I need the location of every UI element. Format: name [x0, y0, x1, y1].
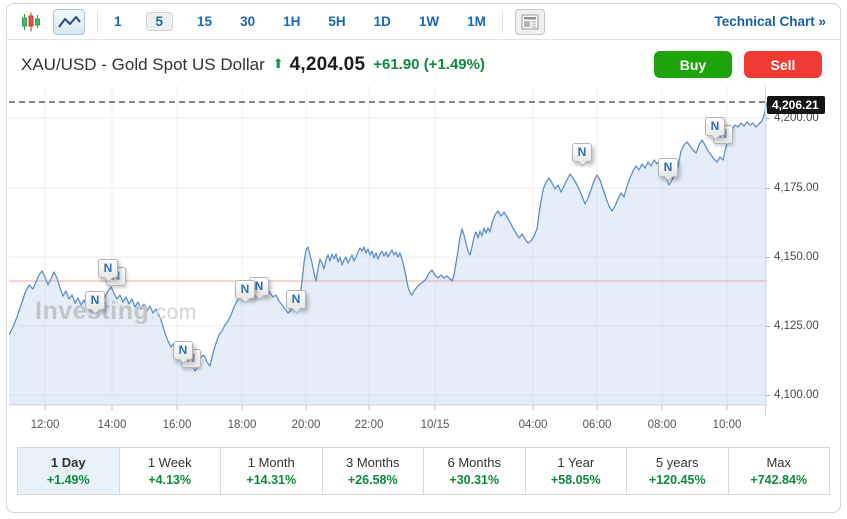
x-axis-label: 06:00	[582, 419, 612, 431]
x-axis-label: 16:00	[162, 419, 192, 431]
range-tab-change: +26.58%	[347, 473, 398, 487]
x-axis-label: 20:00	[291, 419, 321, 431]
news-layout-icon	[521, 14, 539, 29]
range-tab-6-months[interactable]: 6 Months +30.31%	[424, 448, 526, 494]
instrument-header: XAU/USD - Gold Spot US Dollar ⬆ 4,204.05…	[7, 40, 840, 85]
news-marker[interactable]: N	[705, 117, 725, 141]
news-marker[interactable]: N	[235, 280, 255, 304]
y-axis-label: 4,125.00	[766, 320, 819, 332]
news-marker[interactable]: N	[286, 290, 306, 314]
toolbar-divider	[501, 10, 503, 33]
range-tab-1-day[interactable]: 1 Day +1.49%	[18, 448, 120, 494]
news-marker[interactable]: N	[658, 158, 678, 182]
x-axis-label: 12:00	[30, 419, 60, 431]
interval-button-5[interactable]: 5	[145, 12, 174, 31]
time-range-tabs: 1 Day +1.49% 1 Week +4.13% 1 Month +14.31% 3 M…	[17, 447, 830, 495]
line-chart-icon	[58, 15, 81, 28]
range-tab-1-year[interactable]: 1 Year +58.05%	[525, 448, 627, 494]
technical-chart-link[interactable]: Technical Chart »	[714, 14, 826, 29]
news-marker[interactable]: N	[98, 259, 118, 283]
y-axis-label: 4,200.00	[766, 112, 819, 124]
line-chart-button[interactable]	[53, 8, 85, 35]
interval-group: 1 5 15 30 1H 5H 1D 1W 1M	[110, 12, 490, 31]
interval-button-1m[interactable]: 1M	[467, 14, 486, 29]
interval-button-1h[interactable]: 1H	[283, 14, 301, 29]
y-axis-label: 4,100.00	[766, 389, 819, 401]
interval-button-1[interactable]: 1	[114, 14, 122, 29]
range-tab-label: 1 Week	[147, 455, 192, 470]
range-tab-change: +30.31%	[449, 473, 500, 487]
x-axis-label: 18:00	[227, 419, 257, 431]
range-tab-change: +58.05%	[550, 473, 601, 487]
range-tab-label: 1 Day	[50, 455, 86, 470]
y-axis-label: 4,175.00	[766, 182, 819, 194]
interval-button-15[interactable]: 15	[197, 14, 213, 29]
interval-button-1d[interactable]: 1D	[373, 14, 391, 29]
sell-button[interactable]: Sell	[744, 51, 822, 78]
range-tab-label: 5 years	[655, 455, 699, 470]
time-axis: 12:00 14:00 16:00 18:00 20:00 22:00 10/15 04:00…	[9, 417, 767, 437]
interval-button-30[interactable]: 30	[240, 14, 256, 29]
candlestick-chart-button[interactable]	[19, 10, 43, 34]
range-tab-change: +1.49%	[46, 473, 90, 487]
price-change: +61.90 (+1.49%)	[373, 56, 485, 73]
price-axis: 4,206.21 4,200.00 4,175.00 4,150.00 4,125.0…	[765, 85, 840, 417]
range-tab-5-years[interactable]: 5 years +120.45%	[627, 448, 729, 494]
range-tab-1-week[interactable]: 1 Week +4.13%	[119, 448, 221, 494]
y-axis-label: 4,150.00	[766, 251, 819, 263]
range-tab-label: Max	[766, 455, 792, 470]
range-tab-change: +120.45%	[648, 473, 706, 487]
x-axis-label: 04:00	[518, 419, 548, 431]
x-axis-label: 10:00	[712, 419, 742, 431]
interval-button-5h[interactable]: 5H	[328, 14, 346, 29]
range-tab-label: 1 Year	[557, 455, 595, 470]
range-tab-change: +4.13%	[148, 473, 192, 487]
news-marker[interactable]: N	[572, 143, 592, 167]
current-price-badge: 4,206.21	[767, 96, 825, 114]
x-axis-label: 14:00	[97, 419, 127, 431]
trade-buttons: Buy Sell	[654, 51, 828, 78]
up-arrow-icon: ⬆	[272, 57, 284, 72]
x-axis-label: 08:00	[647, 419, 677, 431]
range-tab-3-months[interactable]: 3 Months +26.58%	[322, 448, 424, 494]
interval-button-1w[interactable]: 1W	[418, 14, 440, 29]
chart-area: Investing.com NNNNNNNNNNNN 4,206.21 4,20…	[7, 85, 840, 437]
candlestick-icon	[22, 12, 40, 31]
toolbar-divider	[97, 10, 98, 33]
range-tab-change: +742.84%	[750, 473, 808, 487]
chart-widget: 1 5 15 30 1H 5H 1D 1W 1M Technical Chart » XAU/U…	[6, 3, 841, 513]
news-marker[interactable]: N	[85, 291, 105, 315]
buy-button[interactable]: Buy	[654, 51, 732, 78]
range-tab-max[interactable]: Max +742.84%	[728, 448, 829, 494]
page-title: XAU/USD - Gold Spot US Dollar	[21, 54, 265, 74]
chart-toolbar: 1 5 15 30 1H 5H 1D 1W 1M Technical Chart »	[7, 4, 840, 40]
range-tab-label: 3 Months	[346, 455, 400, 470]
range-tab-label: 1 Month	[247, 455, 295, 470]
range-tab-label: 6 Months	[447, 455, 501, 470]
x-axis-label: 10/15	[420, 419, 450, 431]
x-axis-label: 22:00	[354, 419, 384, 431]
price-chart-plot[interactable]	[9, 85, 767, 417]
news-panel-button[interactable]	[514, 8, 545, 35]
last-price: 4,204.05	[289, 53, 366, 75]
range-tab-change: +14.31%	[246, 473, 297, 487]
news-marker[interactable]: N	[173, 341, 193, 365]
range-tab-1-month[interactable]: 1 Month +14.31%	[221, 448, 323, 494]
